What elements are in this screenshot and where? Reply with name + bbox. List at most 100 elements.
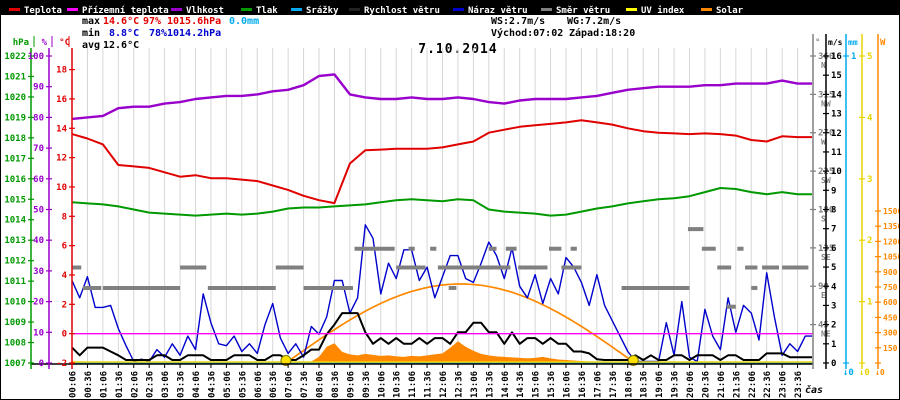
time-tick-label: 03:06 xyxy=(161,371,171,398)
humidity-tick-label: 30 xyxy=(33,267,44,277)
time-tick-label: 20:36 xyxy=(701,371,711,398)
time-tick-label: 20:06 xyxy=(686,371,696,398)
legend-label: Přízemní teplota xyxy=(82,6,169,16)
time-tick-label: 02:06 xyxy=(130,371,140,398)
uv-tick-label: 2 xyxy=(867,236,872,246)
time-tick-label: 06:36 xyxy=(269,371,279,398)
legend-item-3: Vlhkost xyxy=(171,1,224,16)
time-tick-label: 16:36 xyxy=(578,371,588,398)
temp-tick-label: 4 xyxy=(62,271,68,281)
time-tick-label: 23:06 xyxy=(779,371,789,398)
pressure-axis-header: hPa xyxy=(13,38,29,48)
time-tick-label: 11:06 xyxy=(408,371,418,398)
temp-tick-label: 6 xyxy=(62,242,67,252)
time-tick-label: 19:36 xyxy=(671,371,681,398)
temp-tick-label: 0 xyxy=(62,330,67,340)
solar-axis-header: W xyxy=(880,38,886,48)
humidity-tick-label: 90 xyxy=(33,83,44,93)
solar-tick-label: 1500 xyxy=(883,207,899,216)
legend-swatch-icon xyxy=(626,8,637,11)
legend-label: Náraz větru xyxy=(468,6,528,16)
temp-axis-header: °C xyxy=(59,38,70,48)
legend-label: Teplota xyxy=(24,6,62,16)
rain-zero-label: ↓0 xyxy=(843,368,854,378)
temp-tick-label: 14 xyxy=(56,124,67,134)
n-raz-v-tru-series xyxy=(71,224,812,363)
time-tick-label: 09:36 xyxy=(362,371,372,398)
stat-min-humidity: 78% xyxy=(149,28,168,39)
dir-tick-label: 90 xyxy=(818,282,829,292)
pressure-tick-label: 1017 xyxy=(4,154,26,164)
dir-compass-label: N xyxy=(821,61,826,70)
legend-label: Srážky xyxy=(306,6,339,16)
time-tick-label: 11:36 xyxy=(424,371,434,398)
pressure-tick-label: 1015 xyxy=(4,195,26,205)
tlak-series xyxy=(71,187,812,217)
rychlost-v-tru-series xyxy=(71,312,812,361)
time-tick-label: 13:06 xyxy=(470,371,480,398)
time-tick-label: 21:36 xyxy=(732,371,742,398)
stat-max-humidity: 97% xyxy=(143,16,162,27)
wind-tick-label: 12 xyxy=(831,129,842,139)
time-tick-label: 18:36 xyxy=(640,371,650,398)
stat-max-temp: 14.6°C xyxy=(103,16,140,27)
legend-item-4: Tlak xyxy=(241,1,278,16)
humidity-tick-label: 70 xyxy=(33,144,44,154)
time-tick-label: 17:06 xyxy=(593,371,603,398)
uv-tick-label: 5 xyxy=(867,52,872,62)
wind-tick-label: 2 xyxy=(831,321,836,331)
pressure-tick-label: 1007 xyxy=(4,359,26,369)
legend-swatch-icon xyxy=(349,8,360,11)
time-tick-label: 06:06 xyxy=(254,371,264,398)
pressure-tick-label: 1019 xyxy=(4,113,26,123)
solar-tick-label: 600 xyxy=(883,298,898,307)
legend-item-2: Přízemní teplota xyxy=(67,1,169,16)
legend-item-8: Směr větru xyxy=(541,1,610,16)
pressure-tick-label: 1020 xyxy=(4,93,26,103)
time-axis-title: čas xyxy=(805,384,823,396)
humidity-tick-label: 60 xyxy=(33,175,44,185)
temp-tick-label: 2 xyxy=(62,300,67,310)
stat-wind-speed: WS:2.7m/s xyxy=(491,16,546,27)
pressure-tick-label: 1009 xyxy=(4,318,26,328)
rain-axis-header: mm xyxy=(848,38,858,47)
time-tick-label: 02:36 xyxy=(146,371,156,398)
time-tick-label: 09:06 xyxy=(346,371,356,398)
humidity-tick-label: 80 xyxy=(33,113,44,123)
legend-label: Solar xyxy=(716,6,744,16)
solar-tick-label: 300 xyxy=(883,329,898,338)
time-tick-label: 05:36 xyxy=(238,371,248,398)
time-tick-label: 15:36 xyxy=(547,371,557,398)
temp-tick-label: 12 xyxy=(56,154,67,164)
wind-tick-label: 5 xyxy=(831,263,836,273)
legend-label: UV index xyxy=(641,6,685,16)
stat-wind-gust: WG:7.2m/s xyxy=(567,16,622,27)
legend-swatch-icon xyxy=(171,8,182,11)
solar-tick-label: 450 xyxy=(883,313,898,322)
wind-tick-label: 1 xyxy=(831,340,836,350)
stat-rain-total: 0.0mm xyxy=(229,16,260,27)
time-tick-label: 01:06 xyxy=(99,371,109,398)
humidity-tick-label: 100 xyxy=(28,52,44,62)
legend-swatch-icon xyxy=(67,8,78,11)
rain-tick-label: 1 xyxy=(851,52,856,62)
temp-tick-label: 10 xyxy=(56,183,67,193)
stat-max-label: max xyxy=(82,16,101,27)
solar-theoretical-arc xyxy=(285,283,633,364)
dir-compass-label: W xyxy=(821,138,826,147)
legend-swatch-icon xyxy=(241,8,252,11)
legend-swatch-icon xyxy=(701,8,712,11)
legend-swatch-icon xyxy=(9,8,20,11)
time-tick-label: 07:06 xyxy=(285,371,295,398)
stat-min-temp: 8.8°C xyxy=(109,28,140,39)
stat-min-label: min xyxy=(82,28,101,39)
wind-tick-label: 9 xyxy=(831,186,836,196)
sun-marker-icon xyxy=(627,355,639,366)
dir-axis-header: ° xyxy=(815,38,820,48)
time-tick-label: 10:36 xyxy=(393,371,403,398)
time-tick-label: 14:06 xyxy=(501,371,511,398)
humidity-tick-label: 50 xyxy=(33,206,44,216)
pressure-tick-label: 1018 xyxy=(4,134,26,144)
temp-tick-label: 18 xyxy=(56,66,67,76)
